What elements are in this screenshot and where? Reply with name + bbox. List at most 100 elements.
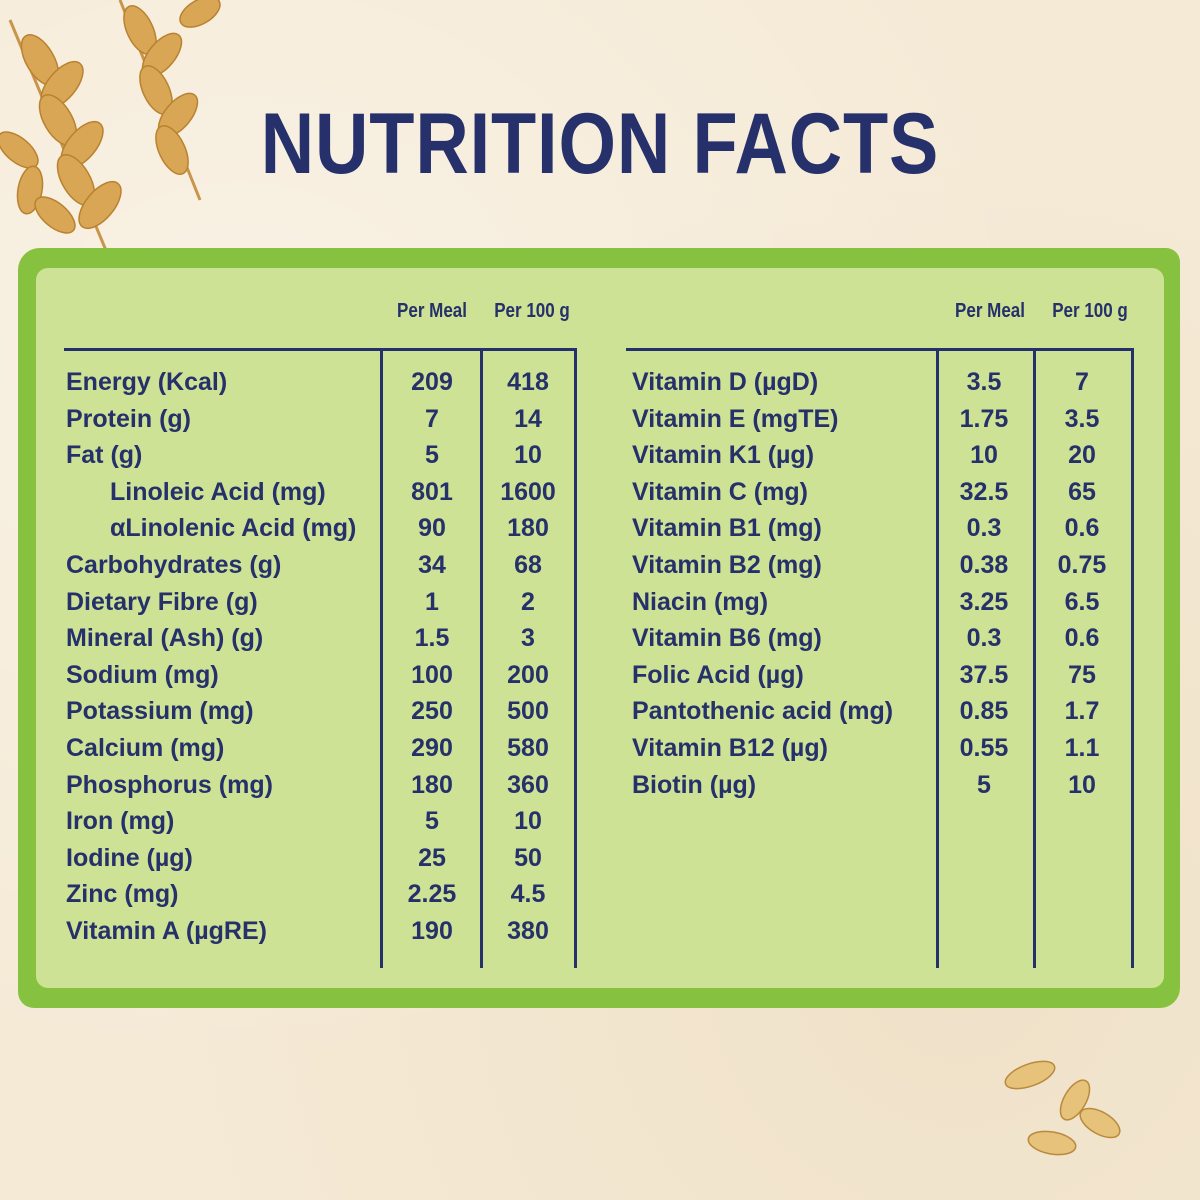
wheat-stalks-icon bbox=[0, 0, 221, 261]
per-meal-value: 5 bbox=[425, 441, 439, 470]
nutrient-label: Carbohydrates (g) bbox=[66, 551, 282, 579]
left-header-per-meal: Per Meal bbox=[397, 300, 467, 322]
wheat-grains-icon bbox=[1004, 1060, 1121, 1156]
per-100g-value: 500 bbox=[507, 697, 549, 726]
nutrient-label: Dietary Fibre (g) bbox=[66, 587, 258, 616]
per-100g-value: 68 bbox=[514, 551, 542, 579]
left-header-per-100g: Per 100 g bbox=[494, 300, 570, 322]
per-100g-value: 7 bbox=[1075, 368, 1089, 396]
per-meal-value: 2.25 bbox=[407, 880, 457, 909]
per-100g-value: 0.6 bbox=[1064, 624, 1100, 653]
table-row: Protein (g) 7 14 bbox=[0, 401, 1200, 437]
per-100g-value: 10 bbox=[514, 807, 542, 836]
nutrient-label: Vitamin B6 (mg) bbox=[632, 624, 822, 653]
table-row: Biotin (µg) 5 10 bbox=[0, 767, 1200, 803]
nutrient-label: Phosphorus (mg) bbox=[66, 770, 273, 799]
left-table-header-rule bbox=[64, 348, 577, 351]
table-row: Sodium (mg) 100 200 bbox=[0, 657, 1200, 693]
per-100g-value: 3.5 bbox=[1064, 404, 1100, 433]
per-100g-value: 2 bbox=[521, 587, 535, 616]
nutrient-label: Vitamin B1 (mg) bbox=[632, 514, 822, 543]
per-100g-value: 10 bbox=[514, 441, 542, 470]
per-meal-value: 37.5 bbox=[959, 660, 1009, 689]
nutrient-label: Niacin (mg) bbox=[632, 587, 769, 616]
table-row: Vitamin A (µgRE) 190 380 bbox=[0, 913, 1200, 949]
nutrient-label: Vitamin D (µgD) bbox=[632, 368, 819, 396]
per-meal-value: 5 bbox=[425, 807, 439, 836]
table-row: Potassium (mg) 250 500 bbox=[0, 693, 1200, 729]
nutrient-label: Iodine (µg) bbox=[66, 843, 193, 872]
per-meal-value: 1 bbox=[425, 587, 439, 616]
nutrient-label: Potassium (mg) bbox=[66, 697, 254, 726]
table-row: Pantothenic acid (mg) 0.85 1.7 bbox=[0, 693, 1200, 729]
table-row: Linoleic Acid (mg) 801 1600 bbox=[0, 474, 1200, 510]
per-100g-value: 360 bbox=[507, 770, 549, 799]
nutrient-label: Vitamin B12 (µg) bbox=[632, 734, 828, 762]
nutrient-label: Linoleic Acid (mg) bbox=[110, 477, 326, 506]
per-meal-value: 0.85 bbox=[959, 697, 1009, 726]
per-meal-value: 0.38 bbox=[959, 551, 1009, 579]
nutrient-label: Protein (g) bbox=[66, 404, 191, 433]
nutrition-panel bbox=[36, 268, 1164, 988]
table-row: Iron (mg) 5 10 bbox=[0, 803, 1200, 839]
per-100g-value: 0.75 bbox=[1057, 551, 1107, 579]
table-row: Zinc (mg) 2.25 4.5 bbox=[0, 876, 1200, 912]
per-meal-value: 25 bbox=[418, 843, 446, 872]
per-meal-value: 1.5 bbox=[414, 624, 450, 653]
per-meal-value: 801 bbox=[411, 477, 453, 506]
table-row: Phosphorus (mg) 180 360 bbox=[0, 767, 1200, 803]
per-meal-value: 3.5 bbox=[966, 368, 1002, 396]
table-row: Niacin (mg) 3.25 6.5 bbox=[0, 584, 1200, 620]
right-table-header-rule bbox=[626, 348, 1134, 351]
table-row: Dietary Fibre (g) 1 2 bbox=[0, 584, 1200, 620]
per-meal-value: 90 bbox=[418, 514, 446, 543]
per-meal-value: 5 bbox=[977, 770, 991, 799]
per-100g-value: 20 bbox=[1068, 441, 1096, 470]
nutrient-label: Folic Acid (µg) bbox=[632, 660, 804, 689]
right-table-divider-2 bbox=[1033, 348, 1036, 968]
per-meal-value: 180 bbox=[411, 770, 453, 799]
per-meal-value: 7 bbox=[425, 404, 439, 433]
table-row: Folic Acid (µg) 37.5 75 bbox=[0, 657, 1200, 693]
per-100g-value: 0.6 bbox=[1064, 514, 1100, 543]
per-meal-value: 190 bbox=[411, 917, 453, 945]
nutrient-label: Zinc (mg) bbox=[66, 880, 179, 909]
per-100g-value: 6.5 bbox=[1064, 587, 1100, 616]
per-meal-value: 290 bbox=[411, 734, 453, 762]
per-100g-value: 180 bbox=[507, 514, 549, 543]
table-row: Vitamin B6 (mg) 0.3 0.6 bbox=[0, 620, 1200, 656]
per-100g-value: 1600 bbox=[500, 477, 556, 506]
per-100g-value: 50 bbox=[514, 843, 542, 872]
nutrient-label: Vitamin E (mgTE) bbox=[632, 404, 839, 433]
table-row: Mineral (Ash) (g) 1.5 3 bbox=[0, 620, 1200, 656]
nutrient-label: Calcium (mg) bbox=[66, 734, 225, 762]
table-row: Calcium (mg) 290 580 bbox=[0, 730, 1200, 766]
per-meal-value: 100 bbox=[411, 660, 453, 689]
nutrient-label: Vitamin A (µgRE) bbox=[66, 917, 267, 945]
right-table-divider-3 bbox=[1131, 348, 1134, 968]
per-meal-value: 0.55 bbox=[959, 734, 1009, 762]
right-table-divider-1 bbox=[936, 348, 939, 968]
per-100g-value: 3 bbox=[521, 624, 535, 653]
table-row: Vitamin B2 (mg) 0.38 0.75 bbox=[0, 547, 1200, 583]
per-meal-value: 34 bbox=[418, 551, 446, 579]
right-header-per-meal: Per Meal bbox=[955, 300, 1025, 322]
nutrient-label: Biotin (µg) bbox=[632, 770, 757, 799]
per-meal-value: 209 bbox=[411, 368, 453, 396]
nutrient-label: Vitamin C (mg) bbox=[632, 477, 808, 506]
page-title: NUTRITION FACTS bbox=[260, 96, 940, 192]
table-row: Vitamin B12 (µg) 0.55 1.1 bbox=[0, 730, 1200, 766]
nutrient-label: Iron (mg) bbox=[66, 807, 175, 836]
table-row: Vitamin B1 (mg) 0.3 0.6 bbox=[0, 510, 1200, 546]
right-header-per-100g: Per 100 g bbox=[1052, 300, 1128, 322]
per-meal-value: 0.3 bbox=[966, 624, 1002, 653]
table-row: Iodine (µg) 25 50 bbox=[0, 840, 1200, 876]
per-100g-value: 200 bbox=[507, 660, 549, 689]
per-meal-value: 10 bbox=[970, 441, 998, 470]
nutrient-label: Energy (Kcal) bbox=[66, 368, 228, 396]
per-100g-value: 10 bbox=[1068, 770, 1096, 799]
nutrient-label: Fat (g) bbox=[66, 441, 143, 470]
per-100g-value: 380 bbox=[507, 917, 549, 945]
nutrient-label: Vitamin K1 (µg) bbox=[632, 441, 815, 470]
per-100g-value: 65 bbox=[1068, 477, 1096, 506]
